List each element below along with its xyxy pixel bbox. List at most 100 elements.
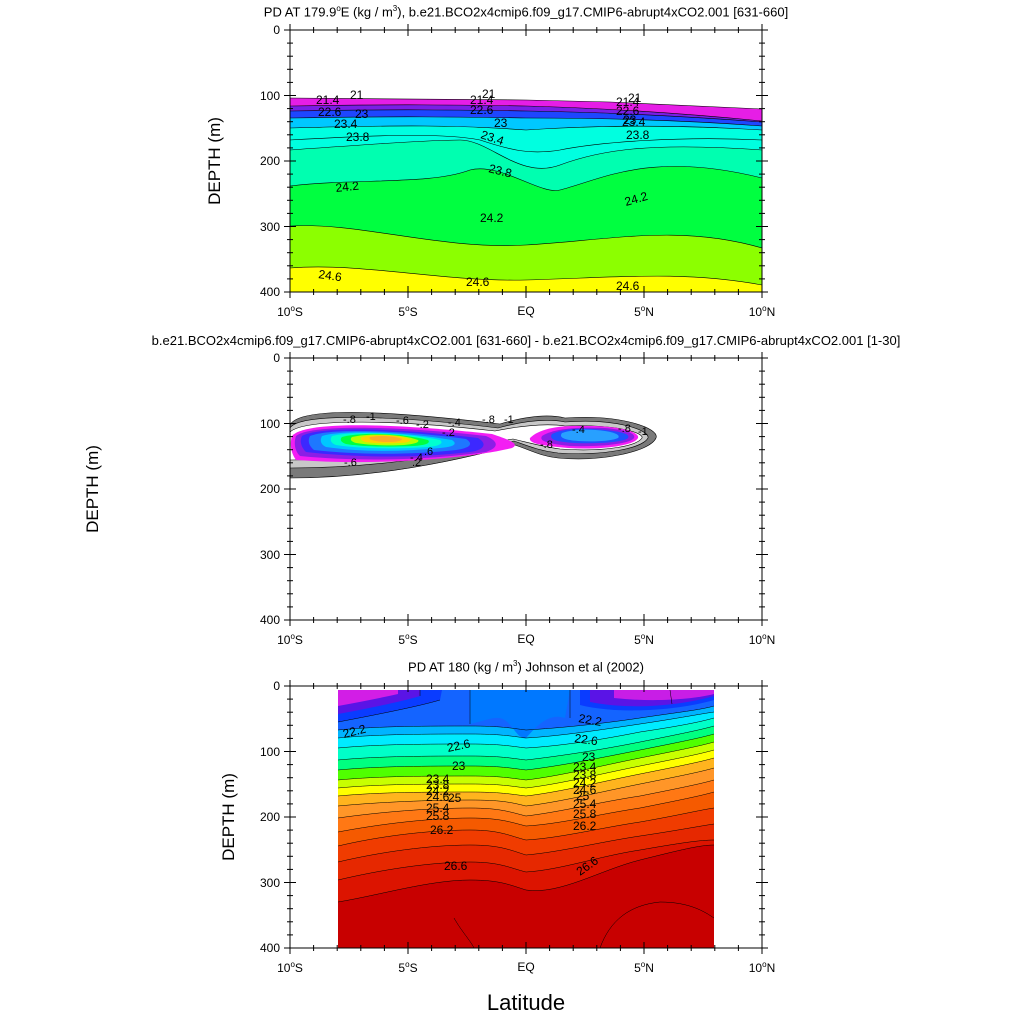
p1-contour-label: 24.6: [466, 275, 490, 289]
p3-contour-label: 25: [448, 791, 462, 805]
p1-contour-label: 23: [494, 116, 508, 130]
p2-contour-label: -.2: [442, 427, 455, 439]
x-tick-label: 5oN: [634, 960, 654, 975]
p1-contour-label: 23.8: [346, 130, 370, 144]
p3-band-magenta-r: [614, 690, 714, 701]
p2-contour-label: -.8: [540, 439, 553, 451]
p3-contour-label: 22.2: [577, 711, 603, 729]
panel3-title-exp: 3: [513, 659, 518, 668]
x-tick-label: EQ: [517, 960, 535, 974]
p2-contour-labels: -.8 -1 -.6 -.2 -.4 -.2 -.8 -1 -.4 -.8 -1…: [343, 411, 648, 469]
panel3-title: PD AT 180 (kg / m3) Johnson et al (2002): [408, 659, 644, 674]
p1-contour-label: 24.6: [318, 267, 343, 284]
x-tick-label: 10oN: [748, 632, 776, 647]
p1-contour-label: 23.4: [334, 117, 358, 131]
p1-contour-label: 23: [355, 107, 369, 121]
p2-contour-label: .6: [424, 446, 433, 458]
panel3-plot: [290, 686, 762, 948]
p2-contour-label: -.8: [618, 423, 631, 435]
y-tick-label: 200: [259, 154, 280, 168]
p1-contour-label: 22.6: [318, 105, 342, 119]
p2-band-orange: [369, 435, 402, 442]
x-tick-label: EQ: [517, 632, 535, 646]
p1-contour-label: 21.4: [470, 93, 494, 107]
p1-contour-label: 21: [350, 88, 364, 102]
p1-contour-label: 23.4: [479, 128, 506, 149]
axis-ticks: [284, 24, 768, 954]
x-tick-label: 5oS: [398, 632, 418, 647]
p1-band-cyan: [290, 125, 762, 169]
p3-contour-label: 26.6: [444, 859, 468, 873]
p3-contour-label: 23.8: [573, 768, 597, 782]
x-tick-label: 5oN: [634, 304, 654, 319]
y-tick-label: 400: [259, 285, 280, 299]
p1-contour-label: 23: [623, 113, 637, 127]
panel3-ylabel: DEPTH (m): [219, 773, 238, 861]
p3-contour-label: 26.2: [573, 819, 597, 833]
y-tick-label: 100: [259, 88, 280, 103]
p3-contour-label: 25.4: [426, 801, 450, 815]
p1-contour-label: 23.4: [622, 115, 646, 129]
panel3-title-pre: PD AT 180 (kg / m: [408, 659, 514, 675]
x-tick-label: EQ: [517, 304, 535, 318]
panel2-plot: [290, 358, 762, 620]
p3-contour-label: 25.4: [573, 797, 597, 811]
p1-contour-label: 21: [482, 87, 496, 101]
y-tick-label: 300: [259, 875, 280, 890]
x-tick-label: 5oS: [398, 304, 418, 319]
panel1-title-deg: o: [336, 4, 341, 13]
p3-contour-label: 24.6: [573, 783, 597, 797]
p3-contour-label: 24.2: [573, 776, 597, 790]
p1-contour-lines: [290, 97, 762, 286]
p1-contour-label: 22.6: [470, 103, 494, 117]
y-tick-label: 300: [259, 219, 280, 234]
p1-band-aqua: [290, 140, 762, 191]
x-tick-label: 10oS: [277, 304, 303, 319]
p2-contour-label: .2: [412, 457, 421, 469]
p3-contour-label: 22.6: [574, 731, 599, 748]
p3-contour-label: 25: [576, 789, 590, 803]
x-tick-label: 10oS: [277, 632, 303, 647]
x-tick-label: 10oS: [277, 960, 303, 975]
p1-contour-label: 24.2: [623, 189, 650, 209]
p2-contour-label: -.8: [482, 414, 495, 426]
panel2-title: b.e21.BCO2x4cmip6.f09_g17.CMIP6-abrupt4x…: [151, 333, 901, 348]
p3-contour-label: 26.2: [430, 823, 454, 837]
p2-contour-label: -.6: [344, 457, 357, 469]
panel3-title-post: ) Johnson et al (2002): [517, 659, 644, 675]
p1-contour-label: 24.2: [480, 211, 504, 225]
y-tick-label: 200: [259, 810, 280, 824]
x-tick-label: 10oN: [748, 960, 776, 975]
p3-band-magenta: [338, 690, 398, 706]
p2-contour-label: -.8: [343, 414, 356, 426]
p1-surface-white: [290, 30, 762, 109]
y-tick-label: 200: [259, 482, 280, 496]
y-tick-label: 300: [259, 547, 280, 562]
p1-band-green: [290, 166, 762, 248]
p1-contour-label: 21.4: [316, 93, 340, 107]
y-tick-label: 0: [273, 351, 280, 365]
panel1-title-exp: 3: [392, 4, 398, 13]
p2-contour-label: -.4: [572, 424, 585, 436]
p1-contour-label: 24.6: [616, 279, 640, 293]
p2-contour-label: -1: [504, 414, 514, 426]
p3-contour-label: 22.2: [341, 722, 367, 741]
p3-contour-label: 23: [452, 759, 466, 773]
p2-band-lightblue-r: [560, 429, 619, 442]
p1-contour-labels: 21 21.4 22.6 23 23.4 23.8 21 21.4 22.6 2…: [316, 87, 650, 293]
p3-contour-label: 24.6: [426, 790, 450, 804]
p2-contour-label: -.4: [448, 417, 461, 429]
p3-contour-label: 22.6: [446, 736, 472, 755]
y-tick-label: 0: [273, 679, 280, 693]
y-tick-label: 400: [259, 941, 280, 955]
x-tick-label: 10oN: [748, 304, 776, 319]
y-tick-label: 0: [273, 23, 280, 37]
p2-contour-label: -1: [638, 426, 648, 438]
p2-contour-label: -.2: [416, 419, 429, 431]
p3-contour-label: 23.8: [426, 778, 450, 792]
p1-contour-label: 21: [628, 91, 642, 105]
p1-band-purple: [290, 104, 762, 122]
p2-contour-label: -.6: [396, 415, 409, 427]
p3-contour-label: 25.8: [426, 809, 450, 823]
